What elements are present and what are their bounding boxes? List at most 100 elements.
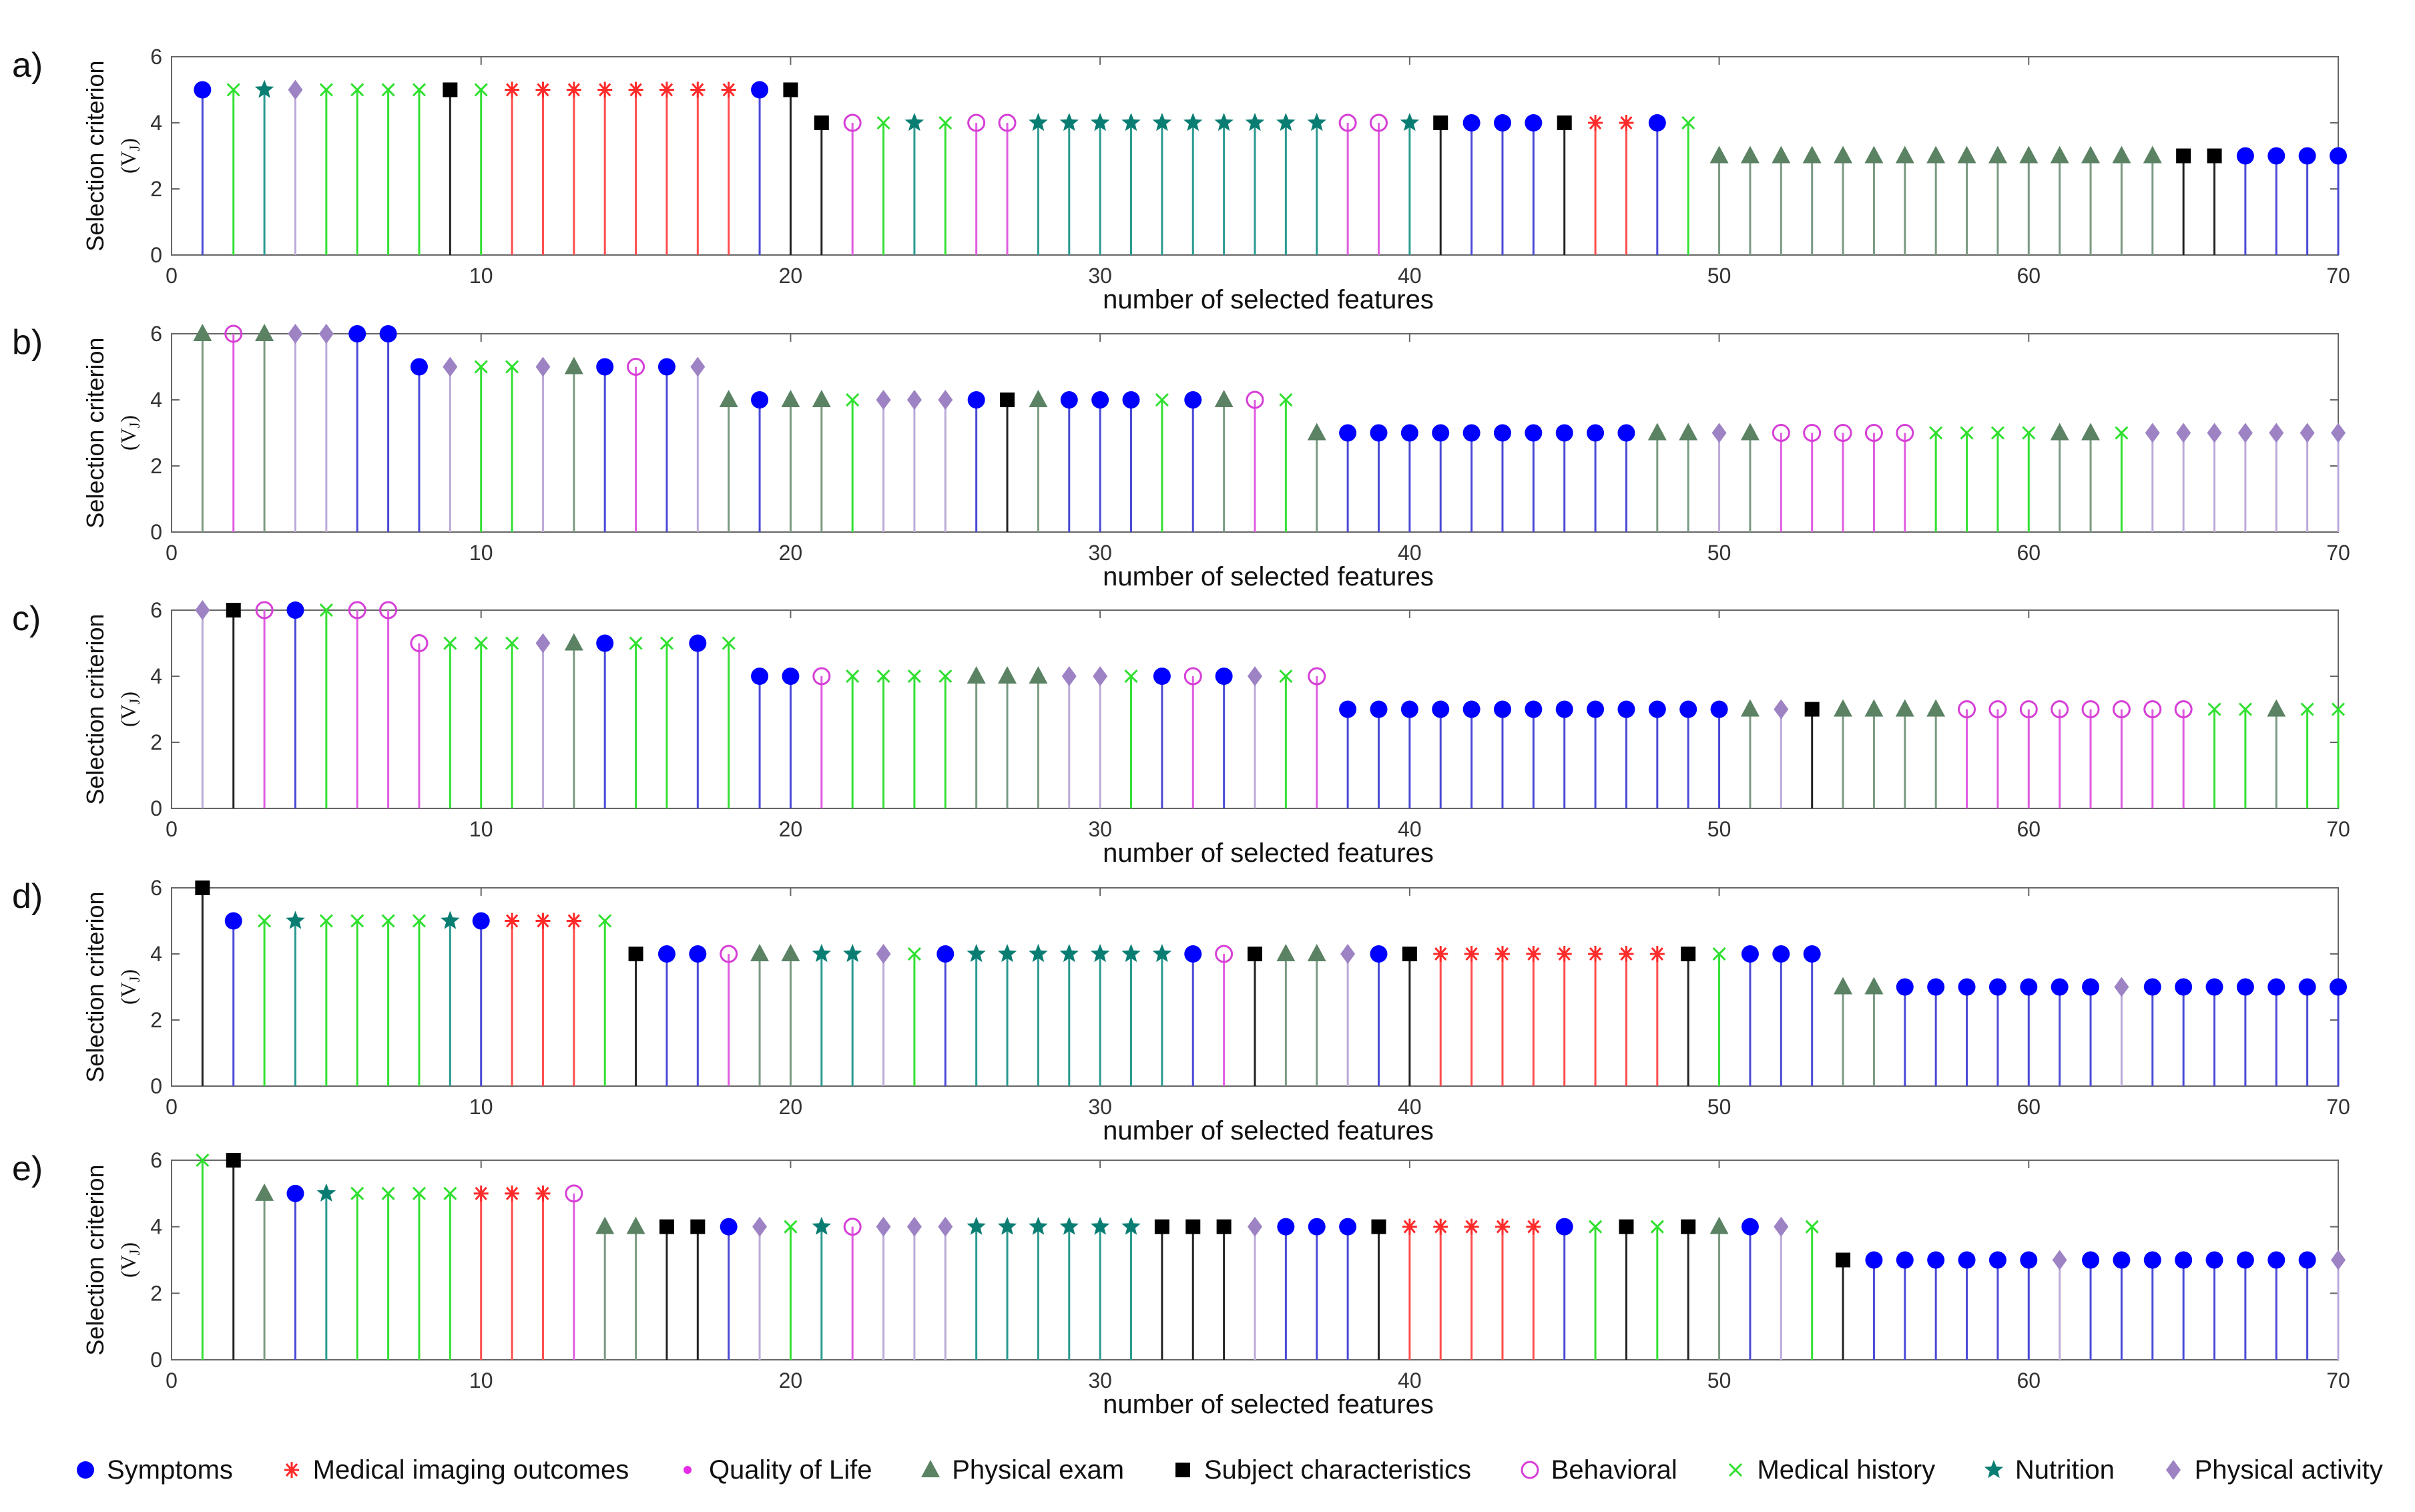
x-tick-label: 40 [1398, 1368, 1422, 1393]
marker-symptoms [194, 81, 212, 99]
marker-physical-exam [1307, 944, 1326, 961]
x-tick-label: 0 [166, 541, 178, 565]
marker-behavioral [1338, 113, 1357, 132]
marker-medical-history [784, 1220, 798, 1234]
marker-symptoms [1339, 700, 1357, 718]
marker-physical-exam [255, 324, 274, 341]
legend-item-behavioral: Behavioral [1518, 1455, 1677, 1485]
x-tick-label: 40 [1398, 541, 1422, 565]
y-tick-label: 0 [150, 1348, 162, 1372]
marker-nutrition [1090, 113, 1110, 132]
legend-label: Nutrition [2015, 1455, 2115, 1485]
marker-physical-exam [781, 944, 800, 961]
marker-symptoms [1648, 700, 1666, 718]
marker-symptoms [1184, 391, 1202, 409]
x-axis-label: number of selected features [1103, 1116, 1434, 1146]
marker-medical-history [1124, 669, 1138, 684]
marker-medical-imaging-outcomes [505, 913, 520, 929]
marker-medical-history [846, 393, 860, 407]
marker-symptoms [1679, 700, 1697, 718]
marker-medical-history [1712, 947, 1726, 961]
marker-physical-exam [1802, 146, 1822, 164]
marker-physical-exam [2019, 146, 2039, 164]
marker-physical-activity [288, 79, 303, 100]
y-axis-sublabel: (VJ) [116, 1242, 143, 1278]
marker-nutrition [904, 113, 924, 132]
marker-symptoms [1339, 424, 1357, 442]
marker-medical-history [350, 83, 364, 97]
marker-symptoms [2298, 147, 2316, 165]
marker-subject-characteristics [1836, 1252, 1851, 1268]
marker-symptoms [1958, 1251, 1976, 1269]
behavioral-marker-icon [1521, 1461, 1539, 1479]
x-tick-label: 30 [1088, 264, 1112, 288]
marker-symptoms [2082, 1251, 2100, 1269]
marker-medical-imaging-outcomes [535, 81, 551, 98]
marker-medical-history [319, 603, 333, 617]
marker-behavioral [1369, 113, 1388, 132]
marker-symptoms [472, 912, 490, 930]
marker-physical-activity [1774, 699, 1789, 720]
panel-label: b) [12, 323, 43, 362]
marker-symptoms [286, 601, 304, 619]
marker-medical-history [350, 914, 364, 928]
marker-symptoms [2330, 147, 2347, 165]
x-tick-label: 50 [1707, 817, 1731, 841]
legend-item-medical-imaging-outcomes: Medical imaging outcomes [280, 1455, 629, 1485]
legend-item-physical-activity: Physical activity [2161, 1455, 2383, 1485]
marker-nutrition [286, 911, 305, 929]
marker-subject-characteristics [783, 82, 798, 97]
y-tick-label: 6 [150, 322, 162, 346]
marker-nutrition [997, 944, 1017, 963]
marker-symptoms [1555, 424, 1573, 442]
physical-exam-marker-icon [921, 1460, 941, 1477]
marker-physical-activity [2114, 977, 2129, 997]
marker-symptoms [1617, 700, 1635, 718]
marker-physical-exam [564, 356, 583, 374]
marker-symptoms [689, 945, 707, 963]
marker-symptoms [782, 668, 800, 685]
y-axis-sublabel: (VJ) [116, 415, 143, 451]
y-tick-label: 4 [150, 1215, 162, 1239]
marker-behavioral [379, 601, 398, 619]
marker-behavioral [1803, 424, 1822, 442]
x-tick-label: 10 [469, 1368, 493, 1393]
marker-medical-history [412, 1186, 427, 1200]
marker-symptoms [1587, 424, 1605, 442]
legend-label: Subject characteristics [1203, 1455, 1471, 1485]
marker-medical-imaging-outcomes [659, 81, 674, 98]
marker-behavioral [1988, 700, 2007, 718]
marker-subject-characteristics [1433, 115, 1448, 130]
marker-subject-characteristics [1681, 1219, 1696, 1234]
marker-physical-exam [998, 666, 1017, 684]
marker-physical-exam [595, 1216, 615, 1234]
y-tick-label: 6 [150, 598, 162, 622]
marker-symptoms [1432, 424, 1450, 442]
marker-medical-history [2207, 702, 2221, 716]
marker-subject-characteristics [1216, 1219, 1232, 1234]
marker-symptoms [596, 358, 614, 376]
marker-symptoms [751, 668, 769, 685]
marker-physical-activity [876, 390, 891, 410]
y-tick-label: 2 [150, 1008, 162, 1032]
marker-medical-history [474, 83, 488, 97]
x-tick-label: 50 [1707, 1368, 1731, 1393]
marker-medical-history [505, 360, 519, 374]
x-tick-label: 50 [1707, 264, 1731, 288]
legend-marker-symptoms [77, 1461, 94, 1479]
legend-marker-nutrition [1984, 1460, 2004, 1479]
marker-symptoms [1370, 700, 1388, 718]
x-axis-label: number of selected features [1103, 285, 1434, 314]
x-tick-label: 0 [166, 1368, 178, 1393]
marker-behavioral [2051, 700, 2069, 718]
marker-medical-imaging-outcomes [1464, 1218, 1479, 1235]
marker-behavioral [224, 324, 243, 343]
y-axis-label: Selection criterion [81, 60, 109, 251]
marker-subject-characteristics [226, 603, 241, 617]
marker-symptoms [1988, 978, 2006, 996]
marker-medical-history [350, 1186, 364, 1200]
marker-behavioral [2112, 700, 2131, 718]
marker-subject-characteristics [1248, 947, 1262, 961]
